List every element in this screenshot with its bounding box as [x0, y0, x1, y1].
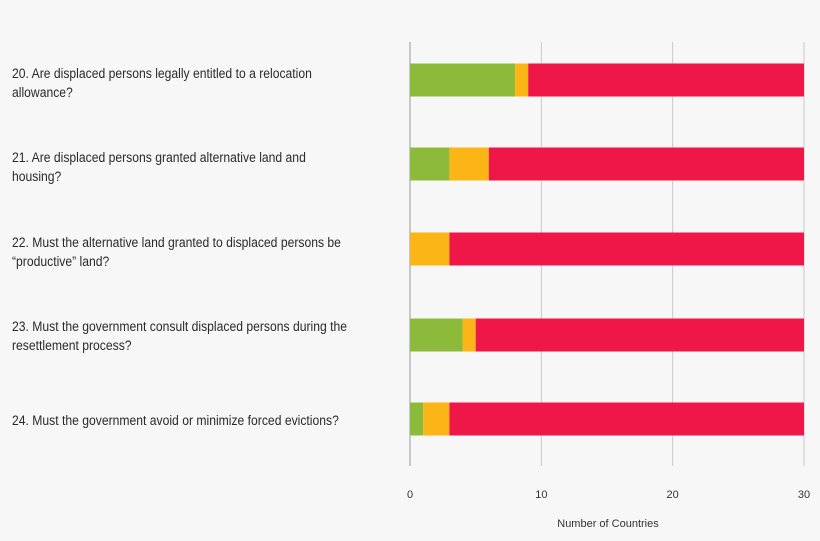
- bar-q21-segment-3: [488, 147, 804, 181]
- x-tick-label-20: 20: [667, 489, 679, 501]
- x-tick-label-30: 30: [798, 489, 810, 501]
- x-axis-title: Number of Countries: [557, 518, 659, 530]
- bar-q24-segment-1: [410, 402, 424, 436]
- question-label-24: 24. Must the government avoid or minimiz…: [12, 413, 339, 428]
- bar-q23-segment-1: [410, 318, 463, 352]
- question-label-20: 20. Are displaced persons legally entitl…: [12, 66, 312, 100]
- bar-q20-segment-2: [515, 63, 529, 97]
- bar-q23-segment-3: [475, 318, 804, 352]
- bar-q21-segment-2: [449, 147, 489, 181]
- x-tick-label-0: 0: [407, 489, 413, 501]
- bar-q20-segment-3: [528, 63, 804, 97]
- question-label-22: 22. Must the alternative land granted to…: [12, 235, 341, 269]
- bar-q22-segment-2: [410, 232, 450, 266]
- x-tick-label-10: 10: [535, 489, 547, 501]
- question-label-23: 23. Must the government consult displace…: [12, 319, 348, 353]
- bar-q22-segment-3: [449, 232, 804, 266]
- bar-q21-segment-1: [410, 147, 450, 181]
- bar-q24-segment-3: [449, 402, 804, 436]
- question-label-21: 21. Are displaced persons granted altern…: [12, 150, 306, 184]
- tick-labels: 0 10 20 30: [407, 489, 810, 501]
- bar-q24-segment-2: [423, 402, 450, 436]
- bar-q23-segment-2: [462, 318, 476, 352]
- bars-layer: [410, 63, 804, 436]
- bar-q20-segment-1: [410, 63, 516, 97]
